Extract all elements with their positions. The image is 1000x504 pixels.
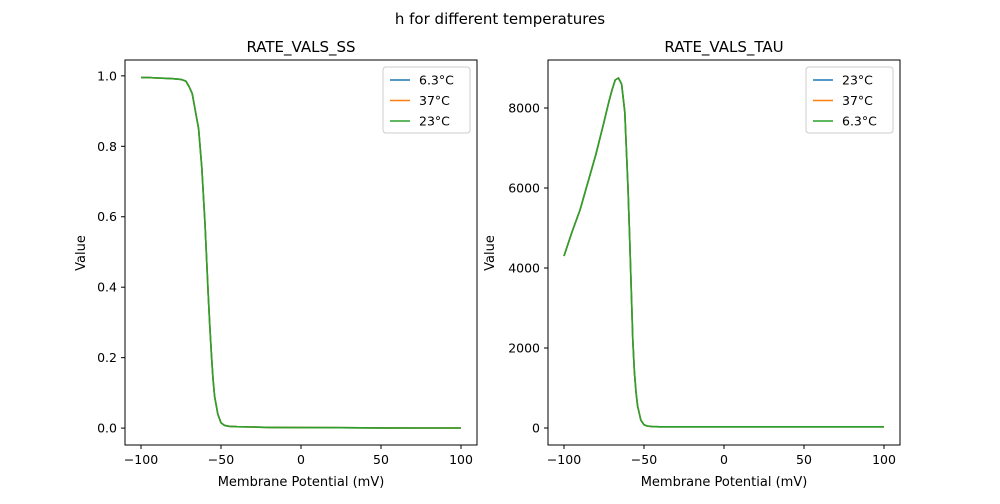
x-axis-label: Membrane Potential (mV) xyxy=(218,475,385,490)
chart-title: RATE_VALS_SS xyxy=(246,38,355,57)
x-axis-label: Membrane Potential (mV) xyxy=(641,475,808,490)
y-tick-label: 2000 xyxy=(508,341,540,356)
y-tick-label: 0.2 xyxy=(97,350,117,365)
series-line-2 xyxy=(563,77,884,428)
x-tick-label: −100 xyxy=(547,452,581,467)
legend-label: 23°C xyxy=(842,73,873,88)
y-tick-label: 4000 xyxy=(508,261,540,276)
legend-label: 23°C xyxy=(419,114,450,129)
x-tick-label: 50 xyxy=(373,452,389,467)
x-tick-label: 0 xyxy=(720,452,728,467)
legend-label: 6.3°C xyxy=(419,73,454,88)
x-tick-label: −50 xyxy=(208,452,234,467)
y-tick-label: 0 xyxy=(532,421,540,436)
figure-title: h for different temperatures xyxy=(395,10,605,28)
legend-label: 37°C xyxy=(419,93,450,108)
legend-label: 6.3°C xyxy=(842,114,877,129)
y-tick-label: 0.4 xyxy=(97,280,117,295)
y-tick-label: 8000 xyxy=(508,101,540,116)
y-axis-label: Value xyxy=(483,235,498,271)
x-tick-label: −100 xyxy=(124,452,158,467)
x-tick-label: 100 xyxy=(449,452,473,467)
y-tick-label: 0.8 xyxy=(97,139,117,154)
y-tick-label: 0.6 xyxy=(97,209,117,224)
chart-tau: RATE_VALS_TAU Membrane Potential (mV) Va… xyxy=(483,38,901,490)
x-tick-label: 100 xyxy=(872,452,896,467)
legend: 6.3°C 37°C 23°C xyxy=(382,66,471,134)
y-tick-label: 0.0 xyxy=(97,421,117,436)
legend-label: 37°C xyxy=(842,93,873,108)
x-tick-label: 50 xyxy=(796,452,812,467)
chart-title: RATE_VALS_TAU xyxy=(664,38,783,57)
y-tick-label: 1.0 xyxy=(97,68,117,83)
x-tick-label: −50 xyxy=(631,452,657,467)
series-line-2 xyxy=(141,76,461,429)
chart-ss: RATE_VALS_SS Membrane Potential (mV) Val… xyxy=(74,38,478,490)
y-axis-label: Value xyxy=(74,235,89,271)
legend: 23°C 37°C 6.3°C xyxy=(805,66,894,134)
x-tick-label: 0 xyxy=(297,452,305,467)
y-tick-label: 6000 xyxy=(508,181,540,196)
